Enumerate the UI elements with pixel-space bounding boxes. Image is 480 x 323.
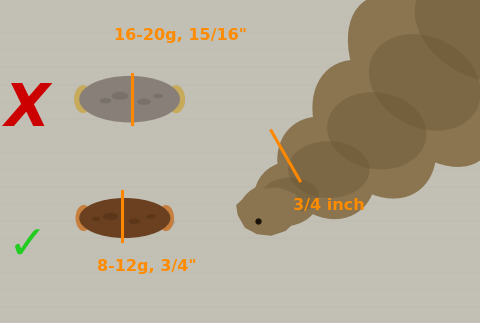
Ellipse shape <box>415 0 480 81</box>
Ellipse shape <box>146 214 156 219</box>
Ellipse shape <box>100 98 111 103</box>
Ellipse shape <box>79 198 170 238</box>
Ellipse shape <box>75 205 92 231</box>
Ellipse shape <box>157 205 174 231</box>
Ellipse shape <box>79 76 180 122</box>
Ellipse shape <box>247 195 291 222</box>
Ellipse shape <box>79 212 175 232</box>
Ellipse shape <box>277 117 375 219</box>
Text: 3/4 inch: 3/4 inch <box>293 198 365 213</box>
Ellipse shape <box>312 60 436 199</box>
Ellipse shape <box>103 213 118 220</box>
Ellipse shape <box>239 183 294 230</box>
Ellipse shape <box>386 0 480 121</box>
Ellipse shape <box>288 141 370 198</box>
Ellipse shape <box>111 92 129 100</box>
Ellipse shape <box>327 92 426 170</box>
Text: ✓: ✓ <box>8 224 48 270</box>
Ellipse shape <box>137 99 151 105</box>
Ellipse shape <box>74 85 92 113</box>
Ellipse shape <box>262 178 319 213</box>
Polygon shape <box>236 187 302 236</box>
Ellipse shape <box>154 94 163 98</box>
Ellipse shape <box>129 219 140 224</box>
Ellipse shape <box>79 92 185 116</box>
Ellipse shape <box>348 0 480 167</box>
Text: X: X <box>5 81 50 138</box>
Ellipse shape <box>92 217 100 221</box>
Text: 16-20g, 15/16": 16-20g, 15/16" <box>113 28 247 43</box>
Ellipse shape <box>167 85 185 113</box>
Text: 8-12g, 3/4": 8-12g, 3/4" <box>96 259 196 274</box>
Ellipse shape <box>369 34 480 131</box>
Ellipse shape <box>254 162 322 226</box>
